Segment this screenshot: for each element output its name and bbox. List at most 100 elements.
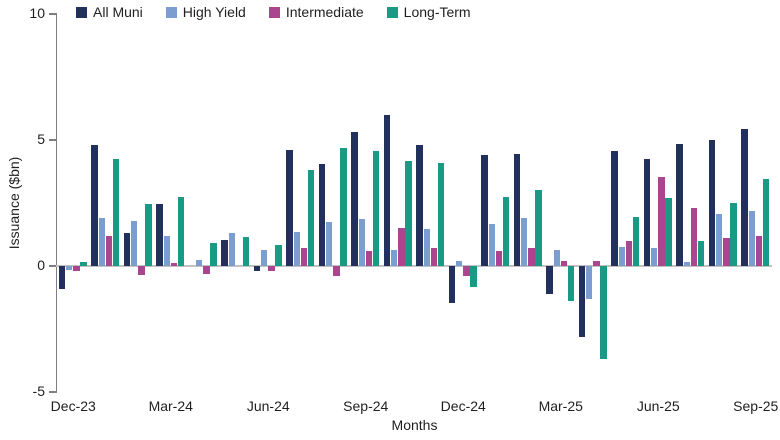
bar-long-term-nov-24 [437,162,445,266]
bar-long-term-apr-24 [210,243,217,266]
y-tick-label: 0 [37,257,45,273]
bar-all-muni-dec-23 [58,266,66,289]
bar-all-muni-may-25 [611,151,618,266]
bar-all-muni-apr-25 [578,266,586,337]
x-tick-label: Dec-24 [440,398,486,414]
bar-long-term-aug-25 [730,203,737,266]
bar-high-yield-jun-25 [651,248,658,266]
legend-item-long-term: Long-Term [386,4,471,20]
bar-high-yield-sep-25 [748,210,755,266]
bar-high-yield-jun-24 [261,249,268,266]
bar-long-term-jun-25 [665,197,672,266]
bar-high-yield-aug-25 [716,214,723,266]
bar-intermediate-apr-25 [593,260,600,266]
y-tick-mark [49,265,57,267]
bar-high-yield-aug-24 [326,221,333,266]
bar-all-muni-jan-24 [91,145,98,266]
bar-all-muni-oct-24 [383,114,391,266]
x-tick-label: Mar-25 [538,398,583,414]
bar-all-muni-feb-24 [123,233,131,266]
x-axis-title: Months [391,417,438,433]
x-tick-label: Sep-25 [733,398,779,414]
bar-long-term-may-25 [632,216,640,266]
bar-high-yield-jan-24 [98,218,105,266]
bar-long-term-oct-24 [405,161,412,266]
bar-high-yield-sep-24 [358,219,365,266]
bar-all-muni-aug-25 [708,140,716,266]
bar-long-term-jan-24 [112,158,120,266]
y-tick-label: 5 [37,131,45,147]
bar-high-yield-may-24 [228,233,235,266]
bar-high-yield-oct-24 [391,249,398,266]
bar-high-yield-dec-24 [456,260,463,266]
bar-all-muni-dec-24 [448,266,456,303]
bar-intermediate-apr-24 [203,266,210,274]
bar-all-muni-jul-24 [286,150,293,266]
bar-all-muni-may-24 [221,239,228,266]
bar-intermediate-sep-25 [755,235,763,266]
bar-long-term-jan-25 [502,196,510,266]
bar-intermediate-aug-25 [723,238,730,266]
bar-high-yield-jan-25 [488,224,495,266]
y-tick-mark [49,13,57,15]
bar-long-term-sep-24 [372,151,380,266]
bar-all-muni-jan-25 [481,155,488,266]
legend-swatch-all-muni [76,6,87,18]
bar-long-term-mar-25 [567,266,575,302]
bar-all-muni-jun-25 [643,158,651,266]
bar-all-muni-feb-25 [513,153,521,266]
legend-item-intermediate: Intermediate [268,4,364,20]
x-tick-label: Jun-24 [246,398,290,414]
bar-high-yield-mar-25 [553,249,560,266]
legend-label: High Yield [182,4,246,20]
bar-long-term-feb-25 [535,190,542,266]
legend-swatch-long-term [386,6,398,18]
chart-legend: All Muni High Yield Intermediate Long-Term [76,4,471,20]
bar-long-term-jun-24 [275,244,282,266]
y-tick-label: -5 [32,383,45,399]
bar-long-term-dec-24 [470,266,477,288]
y-axis-line [55,14,57,392]
bar-intermediate-jul-25 [690,208,698,266]
zero-baseline [55,265,772,267]
bar-high-yield-jul-24 [293,231,300,266]
bar-intermediate-nov-24 [430,248,438,266]
bar-long-term-apr-25 [600,266,607,360]
bar-high-yield-may-25 [618,247,625,266]
bar-high-yield-mar-24 [163,235,170,266]
bar-long-term-feb-24 [145,204,152,266]
bar-long-term-jul-25 [697,240,705,266]
y-tick-mark [49,391,57,393]
bar-all-muni-jul-25 [676,143,683,266]
bar-all-muni-jun-24 [253,266,261,272]
bar-long-term-dec-23 [80,262,87,266]
x-tick-label: Sep-24 [343,398,389,414]
bar-long-term-jul-24 [307,170,315,266]
bar-all-muni-mar-25 [546,266,553,294]
bar-long-term-aug-24 [340,147,347,266]
bar-intermediate-jun-25 [658,176,665,266]
bar-intermediate-dec-24 [463,266,470,277]
bar-high-yield-feb-24 [131,220,138,266]
bar-intermediate-jan-24 [105,235,113,266]
bar-intermediate-jul-24 [300,248,308,266]
bar-high-yield-apr-25 [586,266,593,299]
bar-high-yield-feb-25 [521,218,528,266]
x-tick-label: Dec-23 [50,398,96,414]
y-tick-mark [49,139,57,141]
bar-intermediate-may-25 [625,240,633,266]
legend-label: Intermediate [285,4,364,20]
bar-high-yield-dec-23 [66,266,73,270]
legend-swatch-intermediate [268,6,280,18]
bar-high-yield-apr-24 [196,259,203,266]
legend-label: Long-Term [403,4,471,20]
bar-all-muni-mar-24 [156,204,163,266]
legend-item-all-muni: All Muni [76,4,143,20]
bar-intermediate-mar-25 [560,260,568,266]
bar-intermediate-aug-24 [333,266,340,277]
bar-intermediate-jan-25 [495,250,503,266]
bar-all-muni-sep-25 [741,128,748,266]
bar-long-term-sep-25 [762,179,770,266]
bar-intermediate-oct-24 [398,228,405,266]
